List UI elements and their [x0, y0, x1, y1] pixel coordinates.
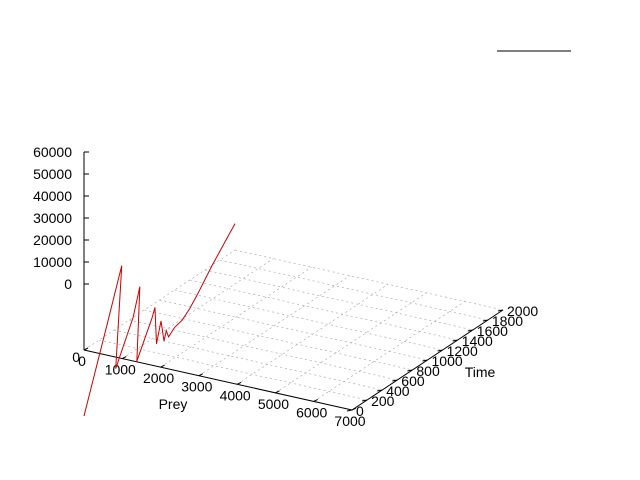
z-tick-label: 60000 — [33, 144, 72, 160]
x-tick-mark — [275, 390, 280, 394]
z-tick-label: 30000 — [33, 210, 72, 226]
base-zero-label: 0 — [72, 349, 80, 365]
x-tick-label: 2000 — [143, 370, 174, 386]
y-axis-label: Time — [465, 364, 496, 380]
x-tick-label: 0 — [78, 353, 86, 369]
grid-line-time — [189, 279, 458, 341]
grid-line-prey — [122, 258, 274, 359]
y-tick-label: 1400 — [462, 333, 493, 349]
x-tick-label: 7000 — [334, 413, 365, 429]
y-tick-mark — [482, 319, 488, 322]
grid-line-time — [219, 259, 488, 321]
y-tick-mark — [377, 389, 383, 392]
grid-line-prey — [160, 266, 312, 368]
x-tick-label: 3000 — [181, 379, 212, 395]
y-tick-label: 2000 — [507, 303, 538, 319]
y-tick-label: 1200 — [447, 343, 478, 359]
y-tick-label: 400 — [386, 383, 410, 399]
x-tick-mark — [313, 398, 318, 402]
x-tick-mark — [198, 373, 204, 377]
y-tick-mark — [452, 339, 458, 342]
x-axis-line — [83, 349, 353, 411]
y-tick-mark — [422, 359, 428, 362]
x-tick-label: 1000 — [105, 362, 136, 378]
y-tick-mark — [362, 399, 368, 402]
y-tick-label: 800 — [416, 363, 440, 379]
z-tick-label: 40000 — [33, 188, 72, 204]
grid-line-prey — [198, 275, 351, 376]
grid-line-time — [129, 319, 398, 381]
x-tick-mark — [236, 381, 242, 385]
y-tick-mark — [346, 409, 353, 412]
y-tick-label: 200 — [371, 393, 395, 409]
series-group — [83, 223, 236, 417]
y-tick-mark — [467, 329, 473, 332]
base-grid — [83, 249, 504, 411]
grid-line-time — [234, 249, 504, 311]
y-tick-label: 0 — [356, 403, 364, 419]
grid-line-time — [159, 299, 428, 361]
x-tick-label: 5000 — [258, 396, 289, 412]
tick-labels: 0100020003000400050006000700002004006008… — [33, 144, 538, 429]
y-tick-mark — [437, 349, 443, 352]
x-tick-mark — [160, 364, 165, 368]
z-tick-label: 0 — [64, 276, 72, 292]
grid-line-time — [114, 329, 383, 391]
y-tick-label: 600 — [401, 373, 425, 389]
z-tick-label: 20000 — [33, 232, 72, 248]
x-tick-label: 6000 — [296, 404, 327, 420]
y-tick-mark — [392, 379, 398, 382]
x-tick-mark — [351, 407, 357, 411]
y-tick-label: 1000 — [432, 353, 463, 369]
series-line-0 — [83, 223, 236, 417]
y-tick-label: 1800 — [492, 313, 523, 329]
grid-line-time — [204, 269, 473, 331]
x-tick-label: 4000 — [220, 387, 251, 403]
grid-line-time — [174, 289, 443, 351]
grid-line-time — [99, 339, 368, 401]
grid-line-time — [144, 309, 413, 371]
y-tick-label: 1600 — [477, 323, 508, 339]
x-axis-label: Prey — [159, 396, 188, 412]
x-tick-mark — [83, 347, 89, 351]
x-tick-mark — [122, 356, 127, 360]
y-tick-mark — [407, 369, 413, 372]
z-tick-label: 10000 — [33, 254, 72, 270]
y-tick-mark — [497, 309, 504, 312]
z-tick-label: 50000 — [33, 166, 72, 182]
